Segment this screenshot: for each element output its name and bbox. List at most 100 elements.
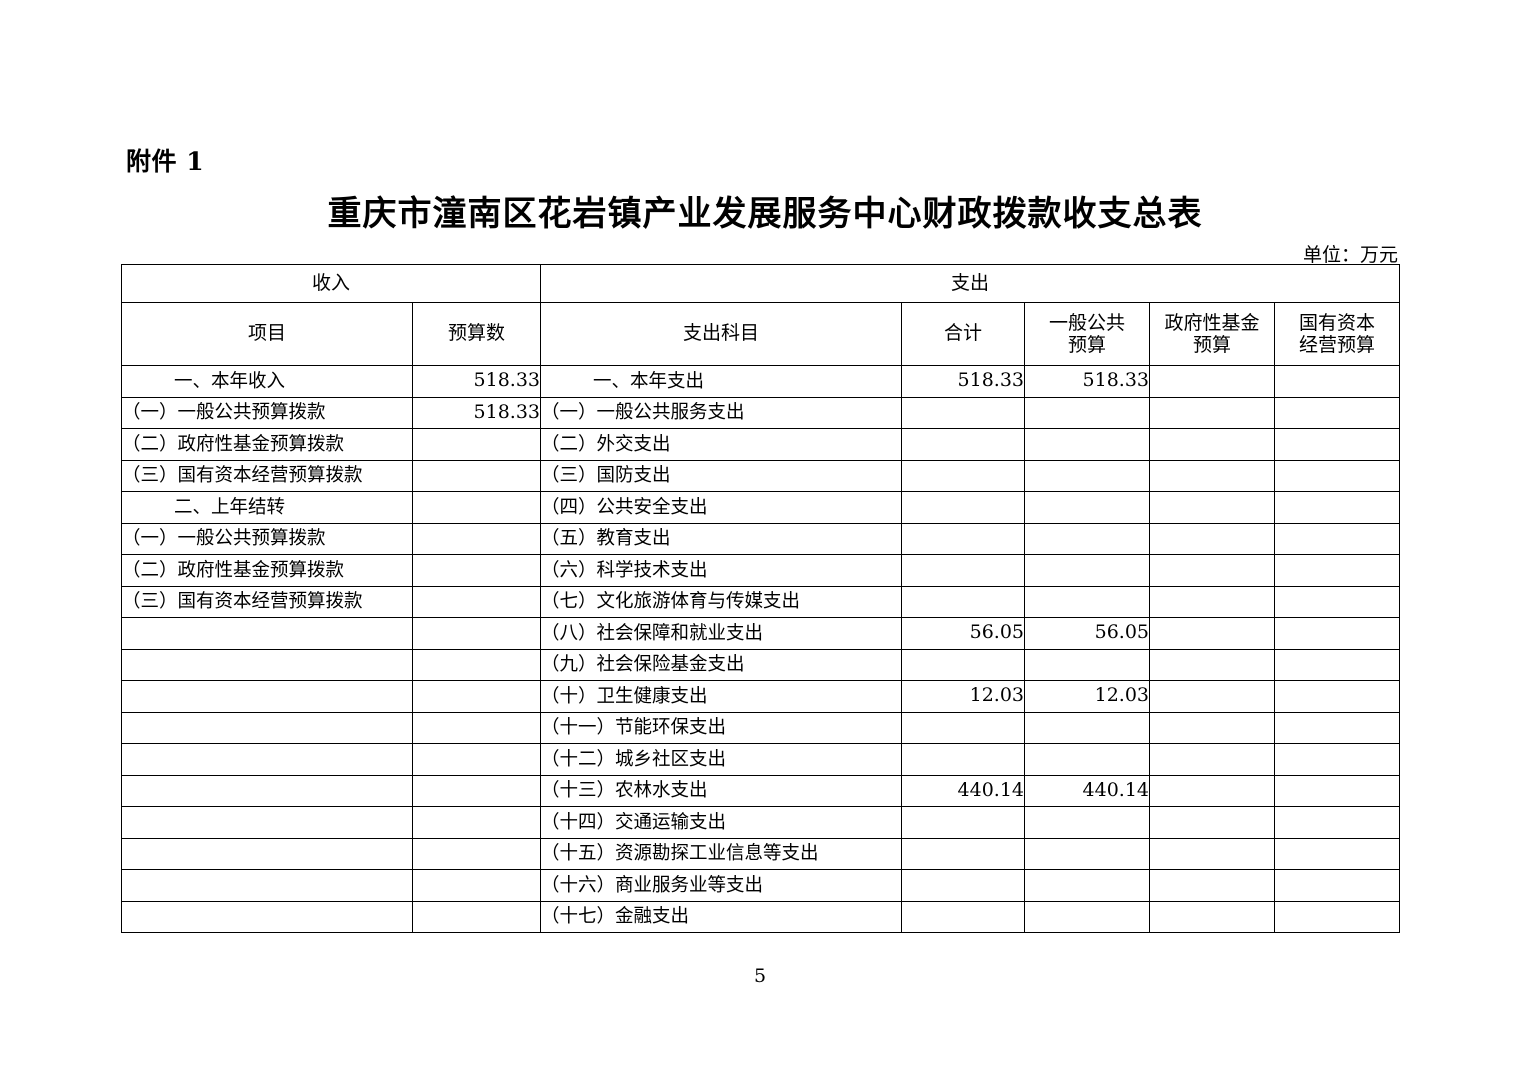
cell-state-capital-budget xyxy=(1274,459,1401,492)
cell-total xyxy=(901,743,1026,776)
cell-state-capital-budget xyxy=(1274,554,1401,587)
cell-state-capital-budget xyxy=(1274,774,1401,807)
cell-general-public-budget xyxy=(1024,837,1151,870)
column-header-total: 合计 xyxy=(901,302,1026,366)
cell-general-public-budget: 12.03 xyxy=(1024,680,1151,713)
table-row: （十三）农林水支出 440.14 440.14 xyxy=(121,774,1401,807)
page-number: 5 xyxy=(753,965,767,987)
cell-income-budget xyxy=(411,743,542,776)
cell-state-capital-budget xyxy=(1274,806,1401,839)
cell-state-capital-budget xyxy=(1274,428,1401,461)
cell-gov-fund-budget xyxy=(1149,743,1276,776)
column-header-gov-fund-budget-line2: 预算 xyxy=(1193,334,1232,356)
cell-expense-item: （一）一般公共服务支出 xyxy=(540,396,903,429)
cell-state-capital-budget xyxy=(1274,680,1401,713)
cell-gov-fund-budget xyxy=(1149,396,1276,429)
cell-gov-fund-budget xyxy=(1149,680,1276,713)
column-header-general-public-budget-line2: 预算 xyxy=(1068,334,1107,356)
attachment-label: 附件 1 xyxy=(126,147,205,176)
column-header-expense-item: 支出科目 xyxy=(540,302,903,366)
unit-note: 单位：万元 xyxy=(1302,244,1398,266)
cell-general-public-budget xyxy=(1024,491,1151,524)
cell-gov-fund-budget xyxy=(1149,774,1276,807)
cell-expense-item: （六）科学技术支出 xyxy=(540,554,903,587)
column-header-gov-fund-budget-line1: 政府性基金 xyxy=(1164,311,1260,334)
cell-state-capital-budget xyxy=(1274,491,1401,524)
cell-income-item: 二、上年结转 xyxy=(121,491,413,524)
cell-total: 440.14 xyxy=(901,774,1026,807)
cell-income-budget xyxy=(411,837,542,870)
cell-gov-fund-budget xyxy=(1149,585,1276,618)
cell-state-capital-budget xyxy=(1274,585,1401,618)
cell-expense-item: （八）社会保障和就业支出 xyxy=(540,617,903,650)
table-row: （十六）商业服务业等支出 xyxy=(121,869,1401,902)
cell-total xyxy=(901,428,1026,461)
table-row: 一、本年收入 518.33 一、本年支出 518.33 518.33 xyxy=(121,365,1401,398)
cell-gov-fund-budget xyxy=(1149,869,1276,902)
cell-income-item: 一、本年收入 xyxy=(121,365,413,398)
cell-general-public-budget xyxy=(1024,900,1151,933)
cell-income-item xyxy=(121,774,413,807)
cell-total xyxy=(901,806,1026,839)
cell-state-capital-budget xyxy=(1274,711,1401,744)
group-header-income: 收入 xyxy=(120,264,542,303)
cell-gov-fund-budget xyxy=(1149,459,1276,492)
cell-state-capital-budget xyxy=(1274,396,1401,429)
table-row: （一）一般公共预算拨款 518.33 （一）一般公共服务支出 xyxy=(121,396,1401,429)
table-row: （二）政府性基金预算拨款 （六）科学技术支出 xyxy=(121,554,1401,587)
column-header-general-public-budget-line1: 一般公共 xyxy=(1049,311,1126,334)
budget-summary-table: 收入 支出 项目 预算数 支出科目 合计 一般公共 预算 政府性基金 预算 国有… xyxy=(120,264,1401,933)
cell-general-public-budget xyxy=(1024,428,1151,461)
cell-income-item xyxy=(121,837,413,870)
cell-total xyxy=(901,711,1026,744)
cell-total xyxy=(901,837,1026,870)
cell-gov-fund-budget xyxy=(1149,428,1276,461)
column-header-state-capital-budget-line2: 经营预算 xyxy=(1299,334,1376,356)
cell-total xyxy=(901,648,1026,681)
cell-gov-fund-budget xyxy=(1149,522,1276,555)
page-title: 重庆市潼南区花岩镇产业发展服务中心财政拨款收支总表 xyxy=(327,194,1203,234)
cell-general-public-budget xyxy=(1024,648,1151,681)
cell-total xyxy=(901,491,1026,524)
table-row: （十七）金融支出 xyxy=(121,900,1401,933)
cell-income-budget: 518.33 xyxy=(411,396,542,429)
cell-income-budget xyxy=(411,491,542,524)
cell-total xyxy=(901,459,1026,492)
table-row: （三）国有资本经营预算拨款 （七）文化旅游体育与传媒支出 xyxy=(121,585,1401,618)
column-header-income-budget: 预算数 xyxy=(411,302,542,366)
table-row: （八）社会保障和就业支出 56.05 56.05 xyxy=(121,617,1401,650)
group-header-expenditure: 支出 xyxy=(540,264,1401,303)
cell-income-item xyxy=(121,648,413,681)
cell-expense-item: （十五）资源勘探工业信息等支出 xyxy=(540,837,903,870)
cell-state-capital-budget xyxy=(1274,365,1401,398)
cell-income-budget xyxy=(411,585,542,618)
cell-gov-fund-budget xyxy=(1149,711,1276,744)
column-header-state-capital-budget: 国有资本 经营预算 xyxy=(1274,302,1401,366)
cell-expense-item: （七）文化旅游体育与传媒支出 xyxy=(540,585,903,618)
cell-income-item: （二）政府性基金预算拨款 xyxy=(121,554,413,587)
column-header-gov-fund-budget: 政府性基金 预算 xyxy=(1149,302,1276,366)
table-head: 收入 支出 项目 预算数 支出科目 合计 一般公共 预算 政府性基金 预算 国有… xyxy=(120,264,1401,366)
cell-expense-item: （十一）节能环保支出 xyxy=(540,711,903,744)
cell-income-item xyxy=(121,806,413,839)
cell-total xyxy=(901,585,1026,618)
cell-gov-fund-budget xyxy=(1149,806,1276,839)
table-row: （九）社会保险基金支出 xyxy=(121,648,1401,681)
cell-total xyxy=(901,554,1026,587)
table-row: 二、上年结转 （四）公共安全支出 xyxy=(121,491,1401,524)
cell-expense-item: （十七）金融支出 xyxy=(540,900,903,933)
cell-income-budget xyxy=(411,869,542,902)
cell-expense-item: （十三）农林水支出 xyxy=(540,774,903,807)
cell-income-item: （三）国有资本经营预算拨款 xyxy=(121,459,413,492)
cell-expense-item: （十）卫生健康支出 xyxy=(540,680,903,713)
cell-expense-item: （九）社会保险基金支出 xyxy=(540,648,903,681)
cell-general-public-budget xyxy=(1024,585,1151,618)
cell-income-item xyxy=(121,869,413,902)
cell-general-public-budget xyxy=(1024,869,1151,902)
cell-expense-item: （十六）商业服务业等支出 xyxy=(540,869,903,902)
cell-income-budget xyxy=(411,806,542,839)
cell-total: 56.05 xyxy=(901,617,1026,650)
cell-general-public-budget: 440.14 xyxy=(1024,774,1151,807)
cell-gov-fund-budget xyxy=(1149,365,1276,398)
